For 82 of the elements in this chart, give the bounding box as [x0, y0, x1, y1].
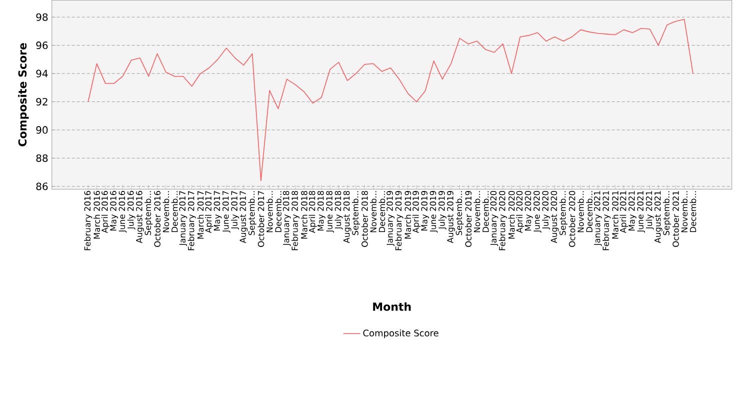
x-tick-label: May 2017: [214, 191, 222, 230]
y-tick-label: 90: [36, 126, 48, 134]
x-tick-label: July 2019: [438, 190, 446, 230]
x-tick-label: Decemb...: [586, 191, 592, 232]
x-tick-label: Decemb...: [378, 191, 386, 232]
x-tick-label: April 2021: [620, 191, 628, 234]
x-tick-label: August 2016: [136, 190, 144, 244]
y-tick-label: 92: [36, 98, 48, 106]
x-tick-label: October 2021: [672, 191, 679, 247]
x-tick-label: May 2016: [110, 190, 118, 230]
x-tick-label: July 2020: [542, 190, 550, 230]
x-tick-label: January 2021: [594, 191, 602, 246]
y-axis-title: Composite Score: [18, 43, 29, 146]
y-tick-label: 94: [36, 70, 48, 78]
x-tick-label: April 2017: [205, 191, 214, 234]
x-tick-label: Decemb...: [275, 191, 282, 232]
x-tick-label: April 2019: [412, 190, 420, 234]
x-tick-label: Novemb...: [681, 191, 688, 232]
y-tick-label: 96: [36, 42, 48, 50]
x-tick-label: March 2020: [508, 190, 515, 239]
x-tick-label: August 2020: [550, 190, 559, 244]
x-tick-label: August 2018: [343, 190, 352, 244]
x-tick-label: Septemb...: [456, 191, 464, 236]
x-tick-label: Novemb...: [370, 191, 376, 232]
x-tick-label: June 2016: [118, 190, 127, 233]
x-tick-label: June 2017: [222, 191, 230, 233]
x-tick-label: October 2019: [465, 190, 472, 247]
x-tick-label: June 2018: [326, 190, 334, 233]
x-tick-label: February 2019: [395, 190, 404, 250]
x-tick-label: June 2019: [430, 190, 438, 233]
x-tick-label: March 2019: [404, 190, 412, 239]
x-tick-label: July 2021: [646, 191, 654, 230]
x-tick-label: July 2017: [231, 191, 240, 230]
x-tick-label: October 2017: [258, 191, 264, 247]
x-axis-title: Month: [373, 302, 411, 311]
x-tick-label: Septemb...: [144, 191, 153, 236]
x-tick-label: January 2020: [490, 190, 498, 246]
y-tick-label: 86: [36, 182, 48, 190]
y-tick-label: 98: [36, 13, 48, 21]
x-tick-label: Decemb...: [690, 191, 696, 232]
x-tick-label: Novemb...: [266, 191, 273, 232]
x-tick-label: May 2019: [421, 190, 430, 230]
x-tick-label: October 2020: [568, 190, 576, 247]
x-tick-label: August 2019: [447, 190, 455, 244]
x-tick-label: January 2017: [179, 191, 188, 246]
x-tick-label: Decemb...: [171, 191, 178, 232]
x-tick-label: February 2021: [602, 191, 611, 250]
x-tick-label: March 2021: [612, 191, 618, 239]
x-tick-label: Septemb...: [559, 191, 568, 236]
y-tick-label: 88: [36, 154, 48, 162]
x-tick-label: Novemb...: [162, 191, 170, 232]
legend-label: Composite Score: [363, 329, 438, 338]
x-tick-label: March 2016: [94, 190, 100, 239]
x-tick-label: Septemb...: [663, 191, 672, 236]
line-series: [88, 18, 694, 182]
x-tick-label: June 2021: [637, 191, 646, 233]
x-tick-label: February 2016: [84, 190, 92, 250]
x-tick-label: July 2018: [334, 190, 343, 230]
x-tick-label: July 2016: [127, 190, 136, 230]
x-tick-label: Septemb...: [352, 191, 360, 236]
x-tick-label: March 2018: [300, 190, 308, 239]
x-tick-label: October 2016: [154, 190, 160, 247]
x-tick-label: April 2016: [101, 190, 110, 234]
x-tick-label: May 2018: [317, 190, 326, 230]
x-tick-label: Decemb...: [482, 191, 489, 232]
x-tick-label: August 2021: [654, 191, 662, 244]
x-tick-label: February 2020: [498, 190, 507, 250]
x-tick-label: Septemb...: [248, 191, 256, 236]
x-tick-label: April 2020: [516, 190, 524, 234]
x-tick-label: August 2017: [240, 191, 248, 244]
x-tick-label: February 2017: [188, 191, 196, 250]
x-tick-label: April 2018: [308, 190, 317, 234]
x-tick-label: June 2020: [534, 190, 542, 233]
x-tick-label: January 2019: [386, 190, 394, 246]
x-tick-label: May 2020: [524, 190, 533, 230]
x-tick-label: March 2017: [197, 191, 204, 239]
x-tick-label: February 2018: [291, 190, 300, 250]
x-tick-label: Novemb...: [577, 191, 584, 232]
x-tick-label: January 2018: [282, 190, 291, 246]
x-tick-label: October 2018: [361, 190, 368, 247]
x-tick-label: Novemb...: [474, 191, 480, 232]
x-tick-label: May 2021: [628, 191, 636, 230]
